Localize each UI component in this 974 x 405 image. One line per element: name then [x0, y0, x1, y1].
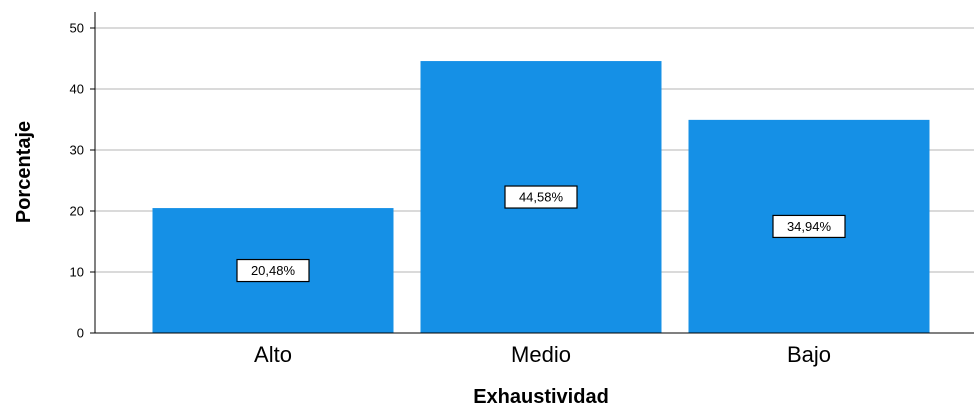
y-tick-label: 50: [70, 21, 84, 36]
y-tick-labels: 0 10 20 30 40 50: [70, 21, 95, 341]
axes: [94, 12, 974, 334]
data-label-frame: [772, 214, 846, 239]
category-label: Medio: [511, 342, 571, 367]
data-label: 20,48%: [251, 263, 296, 278]
category-label: Alto: [254, 342, 292, 367]
data-labels: 20,48% 44,58% 34,94%: [236, 185, 846, 283]
x-axis-title: Exhaustividad: [473, 386, 609, 405]
category-label: Bajo: [787, 342, 831, 367]
y-tick-label: 30: [70, 143, 84, 158]
data-label-frame: [504, 185, 578, 209]
y-tick-label: 0: [77, 326, 84, 341]
data-label-box: 34,94%: [772, 214, 846, 239]
category-labels: Alto Medio Bajo: [254, 342, 831, 367]
data-label-frame: [236, 258, 310, 283]
data-label-box: 20,48%: [236, 258, 310, 283]
y-axis-title: Porcentaje: [13, 121, 35, 223]
data-label: 34,94%: [787, 219, 832, 234]
data-label: 44,58%: [519, 190, 564, 205]
data-label-box: 44,58%: [504, 185, 578, 209]
y-tick-label: 40: [70, 82, 84, 97]
y-tick-label: 20: [70, 204, 84, 219]
y-tick-label: 10: [70, 265, 84, 280]
